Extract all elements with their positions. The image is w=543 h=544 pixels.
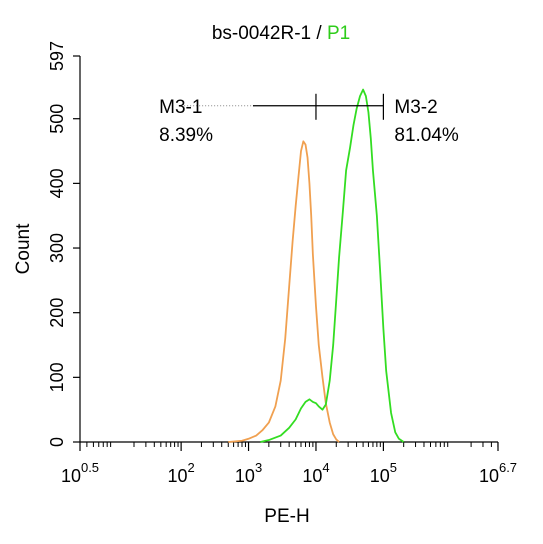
series-line-1 (228, 140, 340, 443)
y-tick-label: 200 (47, 298, 67, 328)
svg-text:bs-0042R-1 / P1: bs-0042R-1 / P1 (212, 23, 350, 44)
y-tick-label: 300 (47, 233, 67, 263)
y-axis-ticks: 0 100 200 300 400 500 597 (47, 41, 80, 447)
marker-m3-2-name: M3-2 (394, 97, 437, 118)
marker-m3-2-percent: 81.04% (394, 125, 459, 146)
x-tick-label: 100.5 (61, 460, 99, 486)
marker-m3-1-name: M3-1 (159, 97, 202, 118)
chart-title: bs-0042R-1 / P1 (212, 23, 350, 44)
x-tick-label: 103 (235, 460, 262, 486)
x-axis-label: PE-H (264, 506, 309, 527)
y-tick-label: 400 (47, 168, 67, 198)
x-axis-ticks: 100.5 102 103 104 105 106.7 (61, 442, 517, 486)
marker-layer: M3-1 8.39% M3-2 81.04% (159, 93, 459, 146)
y-tick-label: 597 (47, 41, 67, 71)
y-tick-label: 500 (47, 104, 67, 134)
x-tick-label: 106.7 (479, 460, 517, 486)
series-line-2 (260, 88, 405, 443)
series-layer (228, 88, 405, 443)
title-sample: bs-0042R-1 (212, 23, 311, 44)
marker-m3-1-percent: 8.39% (159, 125, 213, 146)
title-gate: P1 (327, 23, 350, 44)
x-tick-label: 102 (167, 460, 194, 486)
y-tick-label: 100 (47, 362, 67, 392)
x-tick-label: 104 (302, 460, 329, 486)
x-tick-label: 105 (370, 460, 397, 486)
y-axis-label: Count (13, 223, 34, 274)
y-tick-label: 0 (47, 437, 67, 447)
title-separator: / (311, 23, 327, 44)
